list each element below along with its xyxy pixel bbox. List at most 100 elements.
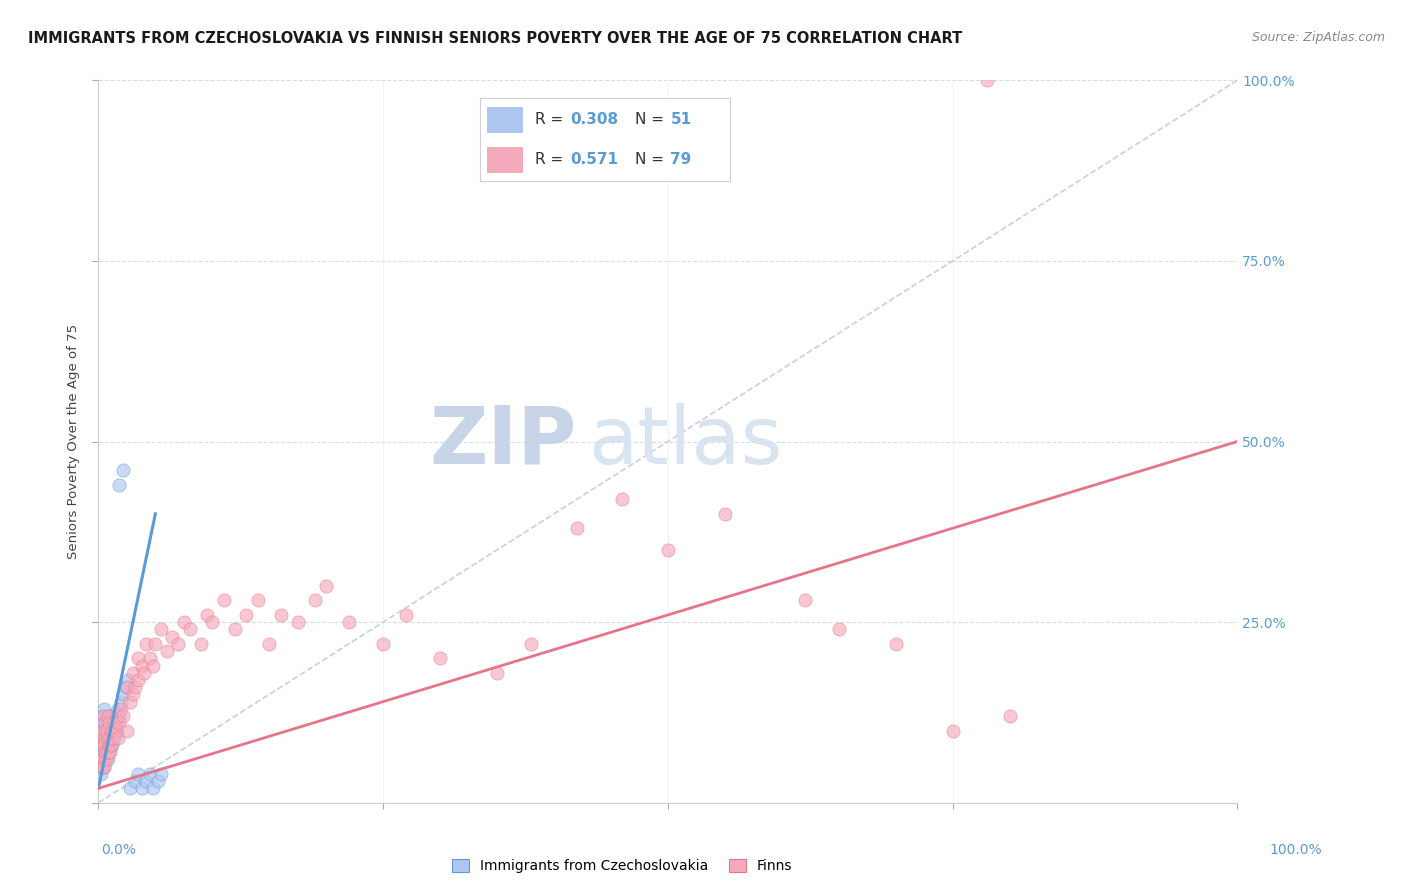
Point [93, 738, 115, 752]
Point [315, 579, 337, 593]
Point [94, 731, 117, 745]
Point [96, 745, 118, 759]
Point [138, 651, 160, 665]
Point [104, 716, 127, 731]
Point [371, 637, 394, 651]
Point [108, 716, 131, 731]
Point [101, 738, 124, 752]
Point [91, 738, 114, 752]
Point [90, 738, 112, 752]
Point [287, 615, 309, 630]
Point [103, 731, 125, 745]
Point [90, 767, 112, 781]
Point [96, 752, 118, 766]
Point [131, 658, 153, 673]
Point [173, 615, 195, 630]
Point [976, 73, 998, 87]
Point [97, 716, 120, 731]
Point [101, 709, 124, 723]
Point [90, 745, 112, 759]
Point [156, 644, 179, 658]
Point [304, 593, 326, 607]
Point [93, 731, 115, 745]
Point [90, 752, 112, 766]
Point [337, 615, 360, 630]
Point [101, 723, 124, 738]
Point [94, 752, 117, 766]
Point [97, 738, 120, 752]
Point [94, 723, 117, 738]
Point [90, 760, 112, 774]
Point [259, 637, 281, 651]
Point [246, 593, 269, 607]
Point [105, 723, 128, 738]
Point [120, 781, 142, 796]
Point [97, 716, 120, 731]
Point [162, 630, 184, 644]
Y-axis label: Seniors Poverty Over the Age of 75: Seniors Poverty Over the Age of 75 [66, 324, 80, 559]
Point [107, 731, 129, 745]
Point [108, 478, 131, 492]
Point [793, 593, 815, 607]
Point [429, 651, 451, 665]
Text: 0.0%: 0.0% [101, 843, 136, 857]
Point [145, 637, 167, 651]
Point [94, 716, 117, 731]
Point [124, 774, 146, 789]
Text: atlas: atlas [588, 402, 783, 481]
Point [112, 463, 135, 477]
Point [110, 702, 132, 716]
Point [93, 709, 115, 723]
Point [115, 680, 138, 694]
Point [127, 767, 149, 781]
Point [103, 731, 125, 745]
Point [90, 731, 112, 745]
Point [224, 623, 246, 637]
Point [100, 731, 122, 745]
Point [91, 716, 114, 731]
Point [103, 723, 125, 738]
Point [132, 665, 155, 680]
Point [96, 731, 118, 745]
Point [138, 767, 160, 781]
Point [714, 507, 737, 521]
Point [146, 774, 169, 789]
Point [107, 702, 129, 716]
Point [212, 593, 235, 607]
Point [90, 709, 112, 723]
Point [142, 781, 165, 796]
Point [884, 637, 907, 651]
Point [96, 723, 118, 738]
Point [108, 709, 131, 723]
Point [120, 695, 142, 709]
Point [104, 723, 127, 738]
Point [179, 623, 201, 637]
Point [94, 745, 117, 759]
Point [96, 752, 118, 766]
Point [124, 680, 146, 694]
Point [235, 607, 257, 622]
Point [121, 665, 143, 680]
Point [91, 752, 114, 766]
Point [167, 637, 190, 651]
Point [201, 615, 224, 630]
Point [270, 607, 292, 622]
Point [91, 752, 114, 766]
Point [97, 745, 120, 759]
Point [105, 709, 128, 723]
Point [90, 723, 112, 738]
Point [96, 745, 118, 759]
Point [117, 673, 139, 687]
Point [612, 492, 634, 507]
Point [98, 738, 121, 752]
Point [565, 521, 588, 535]
Point [942, 723, 965, 738]
Point [121, 687, 143, 701]
Point [98, 731, 121, 745]
Point [657, 542, 679, 557]
Point [94, 738, 117, 752]
Point [114, 680, 136, 694]
Point [93, 745, 115, 759]
Point [395, 607, 418, 622]
Point [520, 637, 543, 651]
